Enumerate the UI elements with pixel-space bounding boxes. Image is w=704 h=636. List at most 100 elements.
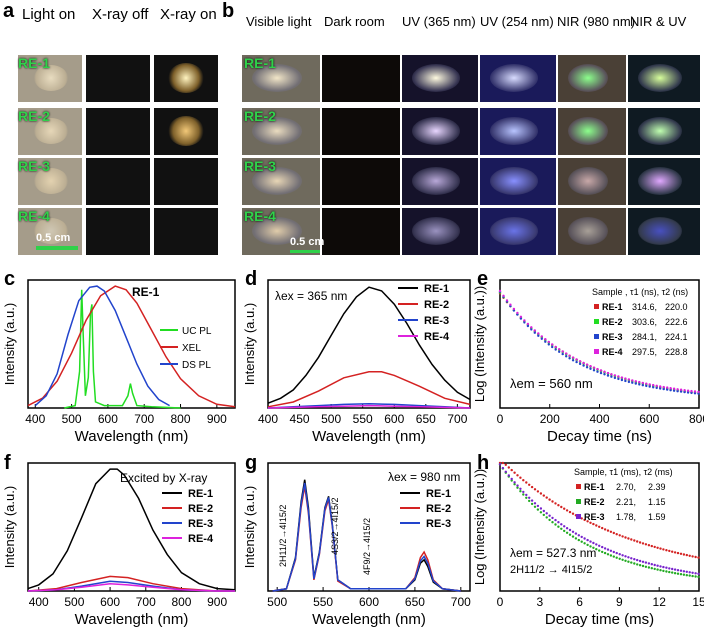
decay-point	[583, 537, 586, 540]
decay-point	[633, 562, 636, 565]
decay-point	[513, 483, 516, 486]
decay-point	[606, 374, 610, 377]
decay-point	[513, 481, 516, 484]
decay-point	[638, 380, 641, 384]
decay-point	[697, 390, 700, 394]
decay-point	[599, 371, 603, 375]
legend-marker	[576, 499, 581, 504]
series-line-ds-pl	[34, 285, 170, 407]
decay-point	[606, 548, 610, 551]
decay-point	[668, 549, 671, 553]
photo-a-r4-c2	[86, 208, 150, 255]
decay-point	[636, 540, 639, 543]
transition-annotation: 2H11/2 → 4I15/2	[510, 564, 592, 576]
transition-label: 4F9/2→4I15/2	[362, 518, 372, 575]
decay-point	[601, 526, 604, 530]
sample-tag-a-3: RE-3	[18, 158, 50, 174]
sample-emission	[568, 64, 608, 92]
decay-point	[598, 544, 601, 547]
decay-point	[589, 521, 592, 524]
decay-point	[627, 537, 630, 540]
decay-point	[634, 382, 637, 385]
decay-point	[682, 573, 686, 576]
photo-b-r4-c3	[402, 208, 478, 255]
decay-point	[554, 348, 557, 351]
lifetime-tau1: 284.1,	[632, 332, 657, 342]
col-header-nir-uv: NIR & UV	[630, 14, 687, 29]
sample-tag-a-1: RE-1	[18, 55, 50, 71]
decay-point	[530, 499, 534, 502]
y-axis-label: Log (Intensity (a.u.))	[472, 469, 487, 585]
decay-point	[510, 468, 513, 472]
decay-point	[683, 389, 686, 392]
lifetime-tau1: 1.78,	[616, 512, 636, 522]
decay-point	[533, 502, 537, 505]
decay-point	[595, 548, 598, 551]
decay-point	[519, 487, 522, 490]
decay-point	[653, 563, 656, 567]
decay-point	[542, 513, 545, 517]
sample-emission	[638, 117, 682, 145]
decay-point	[510, 477, 513, 481]
decay-point	[542, 494, 545, 497]
lifetime-tau2: 1.59	[648, 512, 666, 522]
scale-bar-b	[290, 250, 320, 253]
decay-point	[615, 551, 618, 555]
sample-tag-b-1: RE-1	[244, 55, 276, 71]
panel-label-e: e	[477, 268, 489, 290]
scale-label-a: 0.5 cm	[36, 232, 71, 244]
decay-point	[589, 545, 592, 548]
decay-point	[641, 564, 645, 568]
x-tick-label: 9	[616, 595, 623, 609]
decay-point	[519, 490, 522, 493]
panel-label-a: a	[3, 0, 15, 22]
decay-point	[526, 324, 530, 328]
decay-point	[668, 570, 671, 574]
sample-emission	[412, 117, 460, 145]
sample-emission	[638, 167, 682, 195]
x-axis-label: Decay time (ms)	[545, 611, 654, 628]
decay-point	[561, 350, 564, 353]
photo-b-r1-c5	[558, 55, 626, 102]
decay-point	[571, 356, 575, 359]
series-line-re-2	[267, 371, 471, 408]
decay-point	[540, 335, 543, 338]
decay-point	[547, 340, 550, 344]
sample-tag-b-4: RE-4	[244, 208, 276, 224]
decay-point	[585, 366, 589, 369]
decay-point	[565, 527, 569, 530]
decay-point	[540, 337, 543, 340]
decay-point	[575, 360, 578, 364]
decay-point	[598, 525, 601, 528]
sample-emission	[638, 64, 682, 92]
decay-point	[693, 392, 697, 395]
decay-point	[603, 547, 607, 550]
decay-point	[686, 391, 690, 394]
decay-point	[601, 545, 604, 549]
decay-point	[650, 563, 653, 566]
series-line-re-3	[267, 403, 471, 409]
photo-b-r3-c5	[558, 158, 626, 205]
decay-point	[568, 533, 572, 536]
legend-marker	[594, 349, 599, 354]
decay-point	[516, 313, 519, 316]
decay-point	[577, 538, 580, 542]
lifetime-sample: RE-1	[584, 482, 605, 492]
decay-point	[565, 352, 568, 355]
decay-point	[548, 518, 551, 522]
decay-point	[509, 303, 512, 306]
photo-a-r3-c2	[86, 158, 150, 205]
decay-point	[558, 348, 561, 351]
decay-point	[631, 381, 634, 384]
x-tick-label: 900	[207, 412, 227, 426]
decay-point	[644, 561, 648, 564]
decay-point	[659, 385, 662, 388]
lifetime-sample: RE-2	[584, 497, 605, 507]
sample-emission	[568, 167, 608, 195]
x-tick-label: 700	[136, 595, 156, 609]
x-axis-label: Wavelength (nm)	[75, 611, 189, 628]
decay-point	[609, 549, 613, 552]
emission-annotation: λem = 560 nm	[510, 376, 593, 391]
decay-point	[621, 535, 624, 538]
photo-b-r1-c3	[402, 55, 478, 102]
